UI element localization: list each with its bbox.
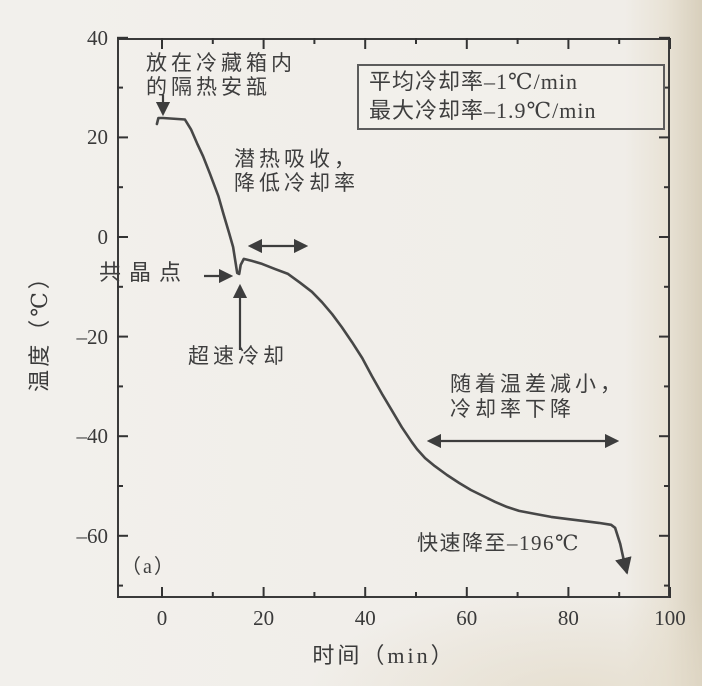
legend-line-avg-rate: 平均冷却率–1℃/min	[369, 69, 578, 94]
annotation-rapid-drop-196: 快速降至–196℃	[417, 531, 580, 555]
x-tick-label: 20	[253, 606, 275, 630]
annotation-insulated-ampoule: 放在冷藏箱内 的隔热安瓿	[146, 51, 296, 99]
annotation-latent-heat: 潜热吸收， 降低冷却率	[234, 147, 359, 195]
y-tick-label: –40	[76, 424, 109, 449]
x-tick-label: 100	[654, 606, 686, 630]
x-tick-label: 0	[156, 606, 168, 630]
panel-label: （a）	[121, 556, 176, 578]
annotation-line: 潜热吸收，	[234, 147, 359, 171]
annotation-temp-difference: 随着温差减小， 冷却率下降	[450, 372, 625, 422]
annotation-line: 的隔热安瓿	[146, 75, 271, 99]
y-tick-label: 0	[97, 225, 109, 249]
y-tick-label: –60	[76, 523, 109, 548]
legend-line-max-rate: 最大冷却率–1.9℃/min	[369, 98, 597, 123]
y-tick-label: 40	[87, 25, 108, 50]
plot-area	[117, 38, 670, 598]
y-tick-label: –20	[76, 324, 109, 349]
x-axis-title: 时间（min）	[312, 643, 456, 668]
annotation-eutectic-point: 共晶点	[99, 260, 190, 285]
y-tick-label: 20	[87, 125, 108, 150]
x-tick-label: 80	[557, 606, 579, 630]
annotation-line: 随着温差减小，	[450, 372, 625, 396]
x-tick-label: 60	[456, 606, 478, 630]
legend-box: 平均冷却率–1℃/min 最大冷却率–1.9℃/min	[357, 64, 665, 130]
annotation-line: 冷却率下降	[450, 397, 575, 421]
x-tick-label: 40	[354, 606, 376, 630]
annotation-line: 降低冷却率	[234, 171, 359, 195]
annotation-rapid-supercooling: 超速冷却	[188, 344, 288, 368]
annotation-line: 放在冷藏箱内	[146, 51, 296, 75]
